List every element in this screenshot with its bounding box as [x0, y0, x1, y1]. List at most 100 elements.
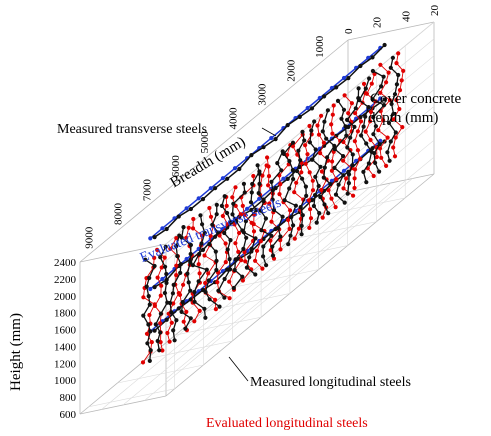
longitudinal-steel-line-point [394, 61, 399, 66]
longitudinal-steel-line-point [322, 202, 327, 207]
longitudinal-steel-line-point [332, 147, 337, 152]
longitudinal-steel-line-point [391, 145, 396, 150]
longitudinal-steel-line-point [206, 278, 211, 283]
longitudinal-steel-line-point [140, 360, 146, 365]
longitudinal-steel-line-point [342, 93, 347, 98]
longitudinal-steel-line-point [275, 161, 280, 166]
longitudinal-steel-line-point [379, 84, 384, 89]
longitudinal-steel-line-point [155, 247, 160, 252]
longitudinal-steel-line-point [233, 185, 238, 190]
longitudinal-steel-line-point [393, 130, 398, 135]
longitudinal-steel-line-point [147, 275, 152, 281]
longitudinal-steel-line-point [181, 225, 186, 230]
longitudinal-steel-line-point [164, 271, 169, 277]
longitudinal-steel-line-point [368, 109, 374, 114]
longitudinal-steel-line-point [389, 101, 394, 107]
grid-line-height [165, 89, 435, 312]
longitudinal-steel-line-point [377, 146, 383, 151]
longitudinal-steel-line-point [152, 302, 157, 307]
transverse-steel-line-point [305, 105, 310, 111]
transverse-steel-line [149, 140, 381, 332]
transverse-steel-line-point [341, 75, 347, 81]
transverse-steel-line-point [164, 226, 169, 232]
longitudinal-steel-line-point [313, 193, 318, 198]
longitudinal-steel-line-point [223, 241, 228, 246]
measured-longitudinal-leader [228, 356, 249, 382]
longitudinal-steel-line-point [256, 191, 261, 196]
longitudinal-steel-line-point [328, 182, 333, 187]
longitudinal-steel-line-point [322, 119, 327, 124]
longitudinal-steel-line-point [172, 338, 177, 343]
longitudinal-steel-line-point [148, 348, 153, 353]
breadth-tick-group: 6000 [170, 155, 182, 178]
transverse-steel-line-point [232, 166, 238, 171]
longitudinal-steel-line-point [289, 215, 294, 220]
longitudinal-steel-line-point [313, 147, 318, 152]
longitudinal-steel-line-point [299, 232, 304, 237]
longitudinal-steel-line-point [278, 182, 283, 187]
longitudinal-steel-line-point [309, 128, 314, 133]
longitudinal-steel-line-point [321, 140, 326, 145]
transverse-steel-line-point [378, 96, 383, 101]
longitudinal-steel-line-point [158, 330, 163, 335]
evaluated-longitudinal-label: Evaluated longitudinal steels [206, 416, 368, 431]
longitudinal-steel-line-point [388, 139, 393, 144]
longitudinal-steel-line-point [159, 283, 164, 288]
transverse-steel-line-point [160, 276, 165, 282]
transverse-steel-line-point [249, 207, 254, 213]
height-tick-label: 1600 [54, 325, 77, 337]
measured-longitudinal-label: Measured longitudinal steels [250, 375, 411, 390]
longitudinal-steel-line-point [401, 68, 406, 73]
longitudinal-steel-line-point [302, 138, 307, 143]
longitudinal-steel-line-point [279, 168, 284, 173]
longitudinal-steel-line-point [392, 154, 398, 159]
longitudinal-steel-line-point [249, 220, 254, 225]
longitudinal-steel-line-point [396, 72, 401, 78]
breadth-tick-group: 9000 [84, 226, 96, 249]
longitudinal-steel-line-point [305, 152, 310, 157]
grid [88, 21, 435, 410]
height-tick-labels: 600 800 1000 1200 1400 1600 1800 2000 2200 2400 [54, 257, 77, 421]
longitudinal-steel-line-point [231, 285, 236, 291]
longitudinal-steel-line-point [345, 145, 350, 150]
longitudinal-steel-line-point [253, 236, 258, 241]
breadth-tick-group: 2000 [285, 59, 297, 82]
longitudinal-steel-line-point [303, 161, 308, 166]
longitudinal-steel-line-point [225, 210, 230, 216]
grid-line-depth [101, 187, 370, 410]
longitudinal-steel-line-point [258, 239, 263, 244]
longitudinal-steel-line-point [247, 255, 252, 260]
longitudinal-steel-line-point [244, 235, 249, 240]
longitudinal-steel-line-point [287, 226, 292, 231]
longitudinal-steel-line-point [351, 193, 356, 198]
longitudinal-steel-line-point [214, 202, 219, 207]
longitudinal-steel-line-point [376, 128, 381, 133]
depth-tick-labels: 0 20 40 20 [343, 5, 441, 35]
longitudinal-steel-line-point [227, 279, 232, 284]
longitudinal-steel-line-point [286, 242, 291, 247]
longitudinal-steel-line-point [271, 207, 277, 213]
longitudinal-steel-line-point [361, 169, 366, 174]
longitudinal-steel-line-point [144, 284, 149, 289]
longitudinal-steel-line-point [334, 177, 339, 182]
transverse-steel-line-point [188, 206, 193, 212]
longitudinal-steel-line-point [254, 248, 260, 253]
longitudinal-steel-line-point [242, 250, 247, 255]
longitudinal-steel-line-point [286, 217, 291, 223]
longitudinal-steel-line-point [213, 307, 218, 312]
longitudinal-steel-line-point [257, 169, 262, 174]
longitudinal-steel-line-point [192, 299, 197, 304]
breadth-tick-label: 7000 [141, 179, 153, 202]
longitudinal-steel-line-point [300, 129, 305, 134]
longitudinal-steel-line-point [214, 267, 219, 273]
longitudinal-steel-line-point [332, 165, 337, 170]
transverse-steel-line-point [237, 166, 242, 172]
longitudinal-steel-line-point [158, 293, 163, 298]
longitudinal-steel-line-point [267, 201, 272, 206]
longitudinal-steel-line-point [261, 244, 266, 249]
longitudinal-steel-line-point [196, 262, 201, 267]
longitudinal-steel-line-point [165, 330, 170, 336]
longitudinal-steel-line-point [185, 271, 190, 276]
longitudinal-steel-line-point [141, 295, 146, 300]
longitudinal-steel-line-point [208, 214, 214, 219]
